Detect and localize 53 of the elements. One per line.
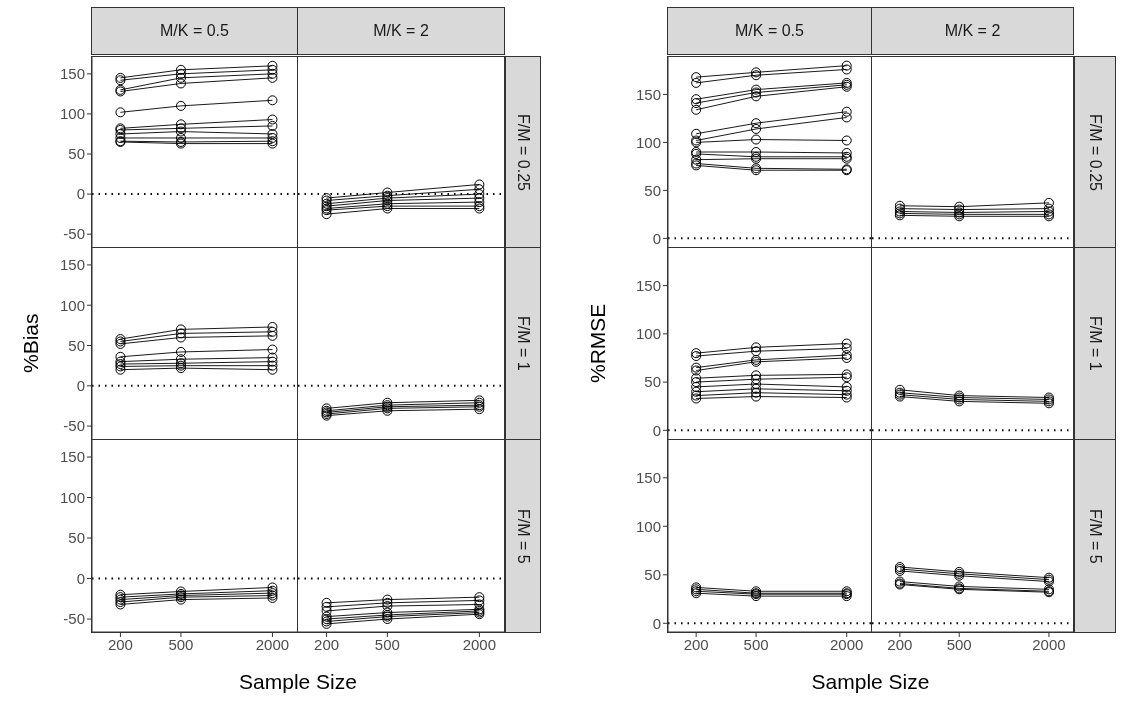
x-tick-label: 500 (743, 635, 769, 653)
y-tick-label: 150 (59, 448, 85, 466)
chart-title: M/K = 0.5 (91, 7, 298, 55)
y2-axis-title: F/M = 0.25 (505, 56, 541, 248)
y-tick-label: 100 (59, 296, 85, 314)
y2-axis-title: F/M = 5 (1074, 439, 1116, 633)
y-axis-title: %Bias (18, 312, 43, 376)
x-tick-label: 2000 (830, 635, 864, 653)
y-tick-label: 0 (76, 185, 85, 203)
x-tick-label: 200 (314, 635, 340, 653)
x-axis-title: Sample Size (810, 670, 931, 694)
x-tick-label: 500 (168, 635, 194, 653)
y2-axis-title: F/M = 1 (1074, 247, 1116, 440)
y-tick-label: -50 (63, 225, 85, 243)
y-tick-label: -50 (63, 417, 85, 435)
x-axis-title: Sample Size (238, 670, 358, 694)
y-tick-label: 150 (635, 85, 661, 103)
chart-title: M/K = 0.5 (667, 7, 872, 55)
y-tick-label: 0 (76, 569, 85, 587)
y-tick-label: 50 (68, 145, 85, 163)
y-tick-label: -50 (63, 610, 85, 628)
x-tick-label: 200 (887, 635, 913, 653)
x-tick-label: 2000 (255, 635, 290, 653)
y-tick-label: 50 (644, 373, 661, 391)
x-tick-label: 500 (946, 635, 972, 653)
x-tick-label: 500 (374, 635, 400, 653)
x-tick-label: 2000 (462, 635, 497, 653)
x-tick-label: 2000 (1032, 635, 1066, 653)
y-tick-label: 0 (652, 614, 661, 632)
y2-axis-title: F/M = 0.25 (1074, 56, 1116, 248)
y-tick-label: 100 (59, 488, 85, 506)
y-tick-label: 150 (59, 65, 85, 83)
chart-title: M/K = 2 (297, 7, 505, 55)
y-tick-label: 50 (68, 529, 85, 547)
y-tick-label: 0 (652, 229, 661, 247)
chart-title: M/K = 2 (871, 7, 1074, 55)
y-tick-label: 50 (68, 336, 85, 354)
y-axis-title: %RMSE (585, 302, 610, 386)
y-tick-label: 100 (59, 105, 85, 123)
y-tick-label: 150 (59, 256, 85, 274)
y-tick-label: 100 (635, 517, 661, 535)
y-tick-label: 150 (635, 469, 661, 487)
y-tick-label: 100 (635, 325, 661, 343)
y-tick-label: 0 (652, 421, 661, 439)
y-tick-label: 150 (635, 276, 661, 294)
y-tick-label: 100 (635, 133, 661, 151)
x-tick-label: 200 (107, 635, 133, 653)
y-tick-label: 0 (76, 377, 85, 395)
y2-axis-title: F/M = 5 (505, 439, 541, 633)
x-tick-label: 200 (683, 635, 709, 653)
y2-axis-title: F/M = 1 (505, 247, 541, 440)
y-tick-label: 50 (644, 566, 661, 584)
y-tick-label: 50 (644, 181, 661, 199)
